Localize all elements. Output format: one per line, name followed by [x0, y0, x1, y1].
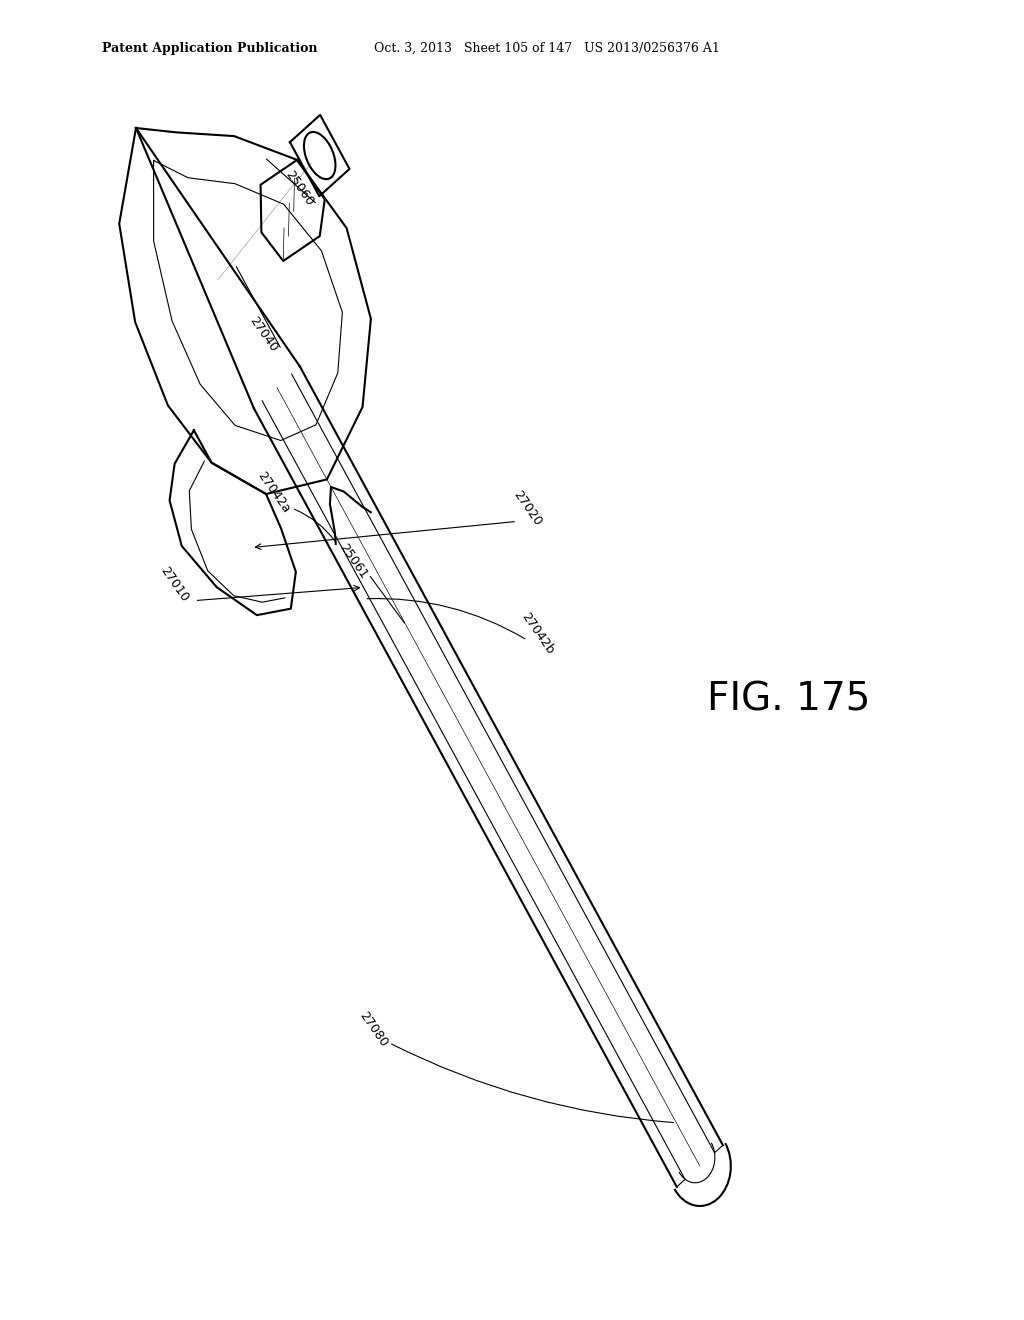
- Text: 25060: 25060: [283, 169, 315, 209]
- Text: 27020: 27020: [511, 488, 544, 528]
- Text: 27010: 27010: [158, 565, 190, 605]
- Text: 27040: 27040: [247, 314, 280, 354]
- Text: 27042a: 27042a: [255, 469, 292, 516]
- Text: FIG. 175: FIG. 175: [707, 681, 870, 718]
- Text: Oct. 3, 2013   Sheet 105 of 147   US 2013/0256376 A1: Oct. 3, 2013 Sheet 105 of 147 US 2013/02…: [374, 42, 720, 55]
- Text: Patent Application Publication: Patent Application Publication: [102, 42, 317, 55]
- Text: 27080: 27080: [357, 1010, 390, 1049]
- Text: 25061: 25061: [337, 541, 370, 581]
- Text: 27042b: 27042b: [518, 610, 557, 657]
